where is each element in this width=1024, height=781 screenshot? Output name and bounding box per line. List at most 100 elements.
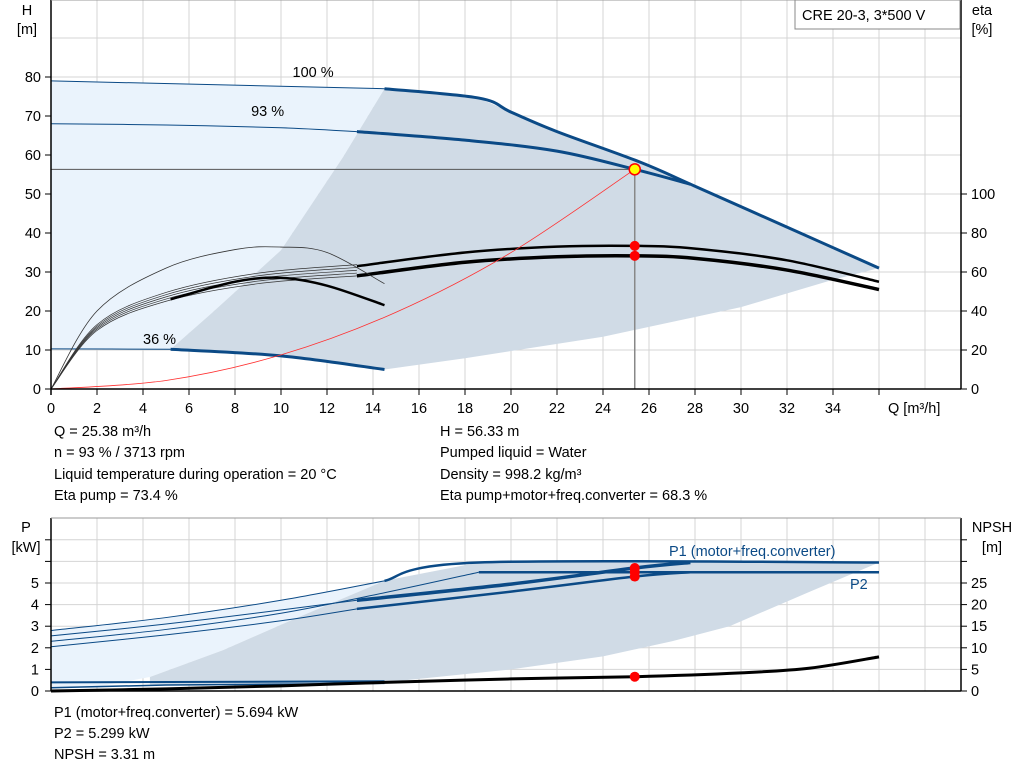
x-tick-label: 24 [595,401,611,417]
y-right-tick-label: 25 [971,576,987,592]
readout-q: Q = 25.38 m³/h [54,424,152,440]
npsh-marker [629,671,640,682]
y-right-tick-label: 5 [971,662,979,678]
x-tick-label: 30 [733,401,749,417]
readout-temperature: Liquid temperature during operation = 20… [54,467,337,483]
eta-total-marker [629,250,640,261]
x-tick-label: 10 [273,401,289,417]
x-tick-label: 16 [411,401,427,417]
readout-npsh: NPSH = 3.31 m [54,747,156,763]
efficiency-curve-36-total [170,276,385,307]
y-right-axis-label: NPSH [972,520,1012,536]
p1-curve-93 [356,560,691,603]
dark-operating-region [170,88,880,370]
x-tick-label: 26 [641,401,657,417]
x-tick-label: 20 [503,401,519,417]
y-right-tick-label: 0 [971,684,979,700]
readout-eta-total: Eta pump+motor+freq.converter = 68.3 % [440,488,708,504]
y-tick-label: 5 [31,576,39,592]
x-tick-label: 14 [365,401,381,417]
y-right-tick-label: 80 [971,226,987,242]
head-curve-100 [384,87,880,270]
x-tick-label: 2 [93,401,101,417]
p2-series-label: P2 [850,577,868,593]
y-tick-label: 80 [25,70,41,86]
y-axis-unit: [m] [17,22,37,38]
speed-label: 100 % [293,65,334,81]
y-right-tick-label: 10 [971,641,987,657]
y-tick-label: 4 [31,598,39,614]
p1-curve-93-thin [50,599,357,637]
efficiency-curve-thin [50,269,357,390]
x-tick-label: 8 [231,401,239,417]
readout-p1: P1 (motor+freq.converter) = 5.694 kW [54,705,299,721]
y-right-axis-unit: [m] [982,540,1002,556]
head-curve-36 [170,347,385,371]
x-tick-label: 32 [779,401,795,417]
y-right-axis-unit: [%] [972,22,993,38]
y-tick-label: 3 [31,619,39,635]
x-tick-label: 0 [47,401,55,417]
power-npsh-chart: P1 (motor+freq.converter) P2 0 1 2 3 4 5 0 5 10 15 2… [12,517,1012,700]
readout-speed: n = 93 % / 3713 rpm [54,445,185,461]
p1-series-label: P1 (motor+freq.converter) [669,544,835,560]
p1-curve-100 [384,559,880,583]
head-efficiency-chart: 0 2 4 6 8 10 12 14 16 18 20 22 24 26 28 30 32 34010203040… [17,0,995,417]
y-tick-label: 10 [25,343,41,359]
p2-curve-93-thin [50,608,357,648]
speed-label: 93 % [251,104,284,120]
p-curve-36 [50,680,385,684]
x-tick-label: 28 [687,401,703,417]
y-right-tick-label: 0 [971,382,979,398]
p2-curve-93 [356,570,691,611]
y-tick-label: 20 [25,304,41,320]
head-curve-93-thin [50,123,357,133]
y-right-tick-label: 20 [971,343,987,359]
y-tick-label: 70 [25,109,41,125]
y-tick-label: 30 [25,265,41,281]
y-right-tick-label: 15 [971,619,987,635]
dark-operating-region [149,562,879,685]
y-tick-label: 60 [25,148,41,164]
y-right-tick-label: 20 [971,598,987,614]
y-axis-unit: [kW] [12,540,41,556]
eta-pump-marker [629,240,640,251]
speed-label: 36 % [143,332,176,348]
y-tick-label: 40 [25,226,41,242]
readout-liquid: Pumped liquid = Water [440,445,587,461]
y-right-tick-label: 40 [971,304,987,320]
readout-h: H = 56.33 m [440,424,520,440]
y-tick-label: 1 [31,662,39,678]
readout-p2: P2 = 5.299 kW [54,726,150,742]
efficiency-curve-thin [50,272,357,390]
y-right-tick-label: 100 [971,187,995,203]
efficiency-curve-36-pump [50,246,385,390]
y-right-axis-label: eta [972,3,993,19]
y-tick-label: 50 [25,187,41,203]
p1-curve-100-thin [50,580,385,632]
system-curve [50,168,635,390]
head-curve-93 [356,130,691,186]
operating-point-marker [628,163,641,176]
x-tick-label: 34 [825,401,841,417]
efficiency-curve-thin [50,264,357,390]
x-tick-label: 4 [139,401,147,417]
p2-marker [629,571,640,582]
x-tick-label: 6 [185,401,193,417]
x-axis-label: Q [m³/h] [888,401,940,417]
y-tick-label: 0 [33,382,41,398]
p2-curve-100-thin [50,571,479,642]
y-tick-label: 0 [31,684,39,700]
npsh-curve [50,655,880,693]
y-axis-label: H [22,3,32,19]
light-operating-region [51,80,385,350]
readout-eta-pump: Eta pump = 73.4 % [54,488,178,504]
x-tick-label: 12 [319,401,335,417]
y-tick-label: 2 [31,641,39,657]
model-label: CRE 20-3, 3*500 V [802,8,926,24]
y-right-tick-label: 60 [971,265,987,281]
head-curve-100-thin [50,80,385,90]
x-tick-label: 22 [549,401,565,417]
x-tick-label: 18 [457,401,473,417]
